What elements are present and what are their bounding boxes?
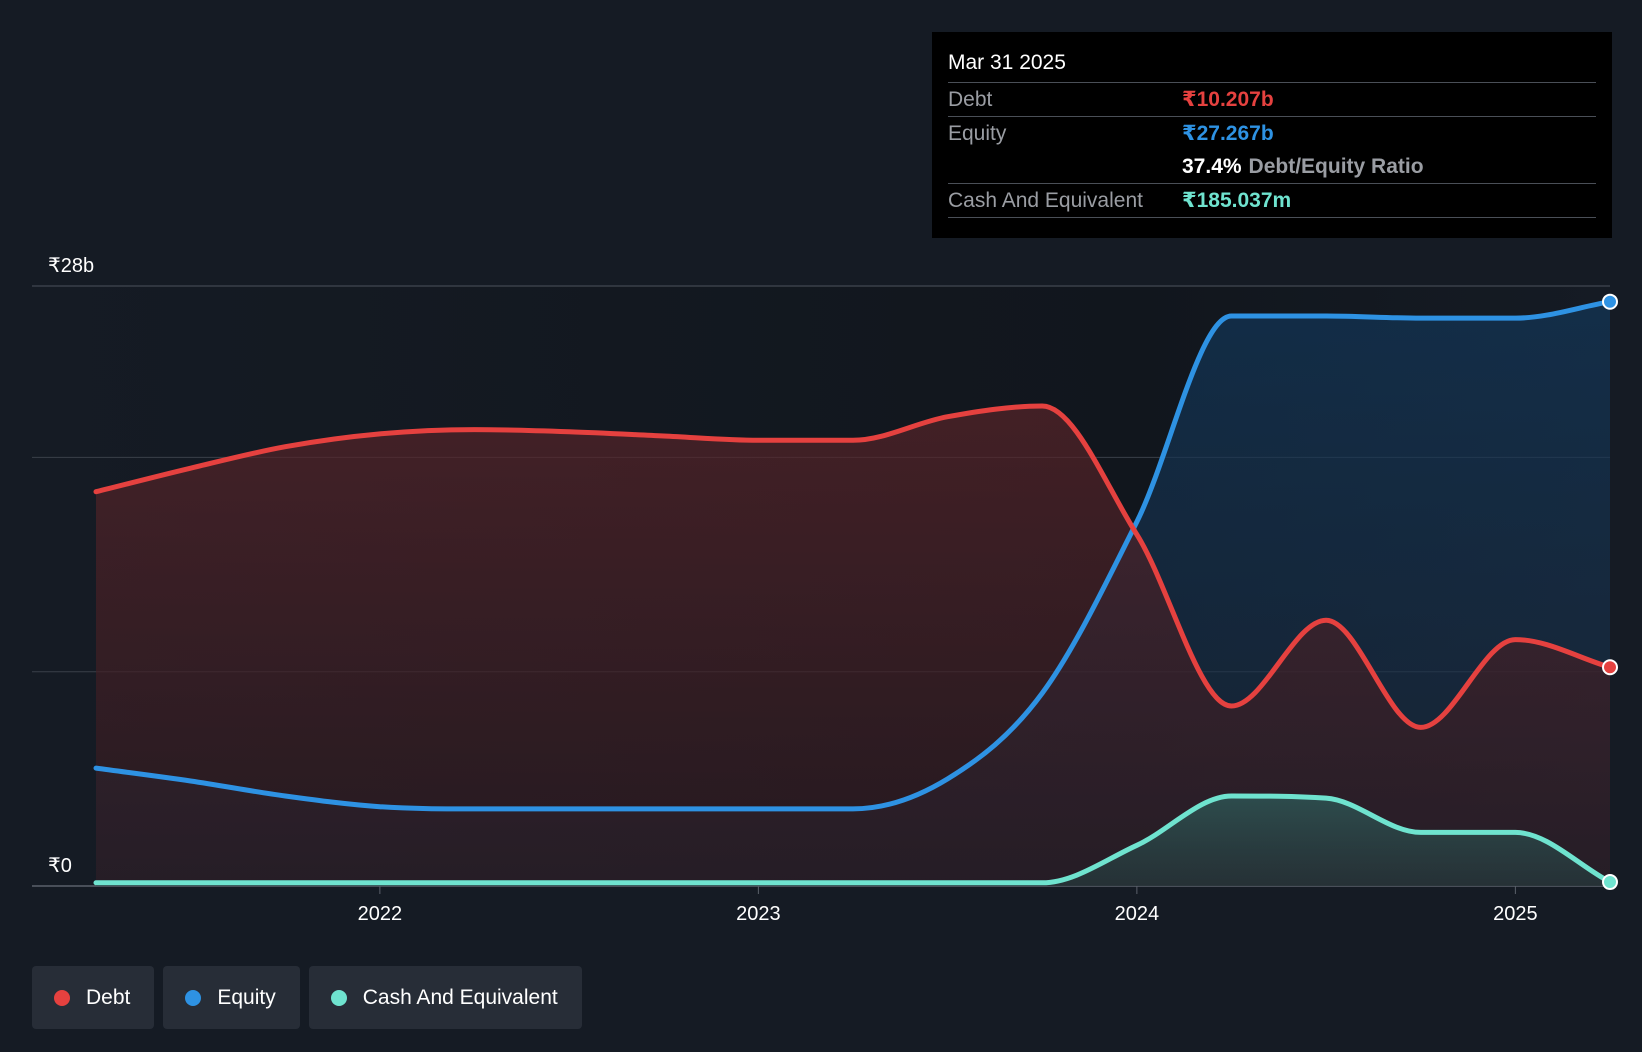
series-areas <box>96 301 1610 887</box>
series-end-markers <box>1602 293 1618 891</box>
x-tick-label: 2025 <box>1493 903 1538 925</box>
cash-area <box>96 796 1610 886</box>
legend-dot-debt-icon <box>54 989 70 1006</box>
tooltip-cash-value: ₹185.037m <box>1182 189 1292 212</box>
legend-item-cash[interactable]: Cash And Equivalent <box>308 966 582 1029</box>
tooltip-equity-value: ₹27.267b <box>1182 122 1274 145</box>
legend-label-debt: Debt <box>86 985 131 1009</box>
legend-item-debt[interactable]: Debt <box>32 966 155 1029</box>
cash-line <box>93 793 1613 886</box>
legend-dot-equity-icon <box>185 989 202 1006</box>
legend-label-cash: Cash And Equivalent <box>362 985 558 1009</box>
tooltip-debt-label: Debt <box>948 87 993 111</box>
tooltip-ratio-value: 37.4% <box>1182 154 1242 178</box>
debt-area <box>96 406 1610 886</box>
tooltip-row-cash: Cash And Equivalent ₹185.037m <box>948 183 1596 218</box>
tooltip-date: Mar 31 2025 <box>948 51 1066 74</box>
tooltip-debt-value: ₹10.207b <box>1182 88 1274 111</box>
series-lines <box>93 299 1613 886</box>
x-tick-label: 2023 <box>736 903 781 925</box>
tooltip-ratio-label: Debt/Equity Ratio <box>1248 154 1424 178</box>
x-tick-label: 2024 <box>1115 903 1160 925</box>
tooltip-panel: Mar 31 2025 Debt ₹10.207b Equity ₹27.267… <box>932 32 1612 238</box>
equity-end-marker <box>1602 293 1618 310</box>
tooltip-equity-label: Equity <box>948 121 1007 145</box>
legend-item-equity[interactable]: Equity <box>163 966 300 1029</box>
equity-line <box>93 299 1613 812</box>
debt-line <box>93 403 1613 730</box>
legend-dot-cash-icon <box>330 989 347 1006</box>
tooltip-row-equity: Equity ₹27.267b <box>948 116 1596 150</box>
tooltip-row-ratio: 37.4% Debt/Equity Ratio <box>948 150 1596 183</box>
x-tick-label: 2022 <box>358 903 403 925</box>
legend-label-equity: Equity <box>217 985 276 1009</box>
tooltip-row-debt: Debt ₹10.207b <box>948 82 1596 116</box>
y-tick-label: ₹0 <box>48 855 72 877</box>
debt-end-marker <box>1602 659 1618 676</box>
y-tick-label: ₹28b <box>48 255 94 277</box>
y-axis-labels: ₹0 ₹28b <box>48 255 94 877</box>
cash-end-marker <box>1602 874 1618 891</box>
tooltip-cash-label: Cash And Equivalent <box>948 188 1143 212</box>
x-axis-labels: 2022 2023 2024 2025 <box>358 886 1538 925</box>
chart-legend: Debt Equity Cash And Equivalent <box>32 966 582 1029</box>
